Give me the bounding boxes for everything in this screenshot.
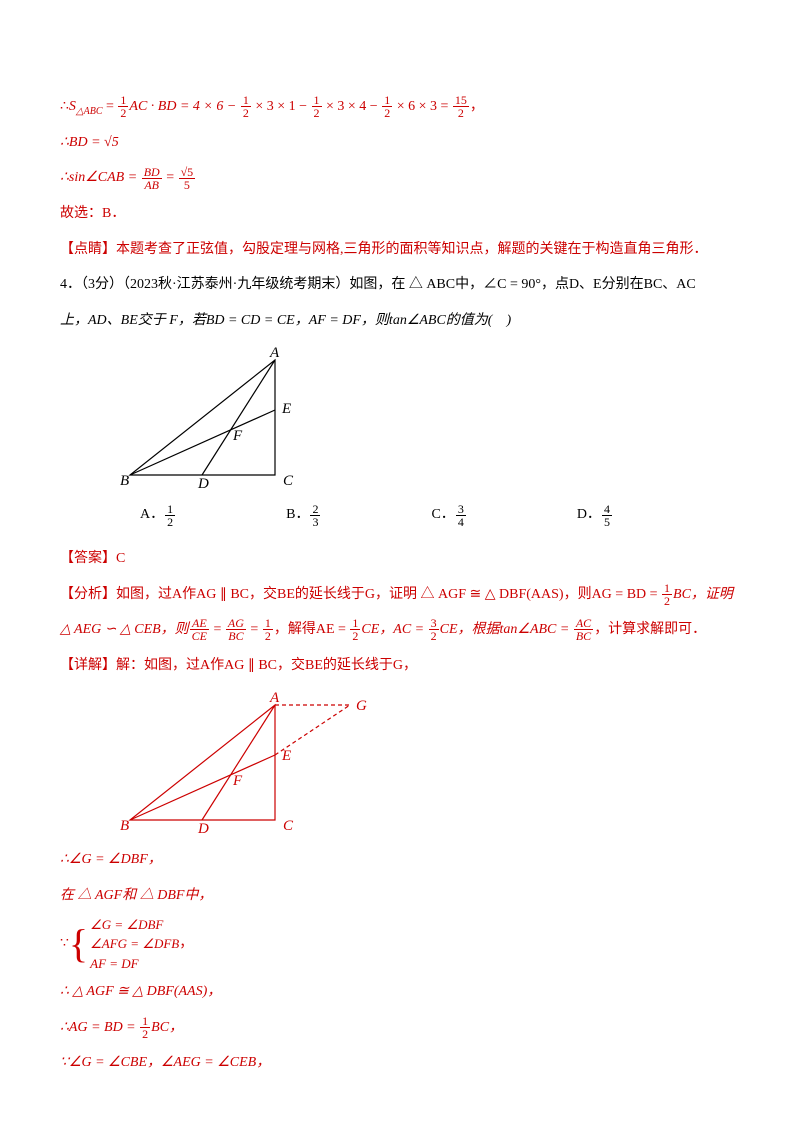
detail-3: ∴ △ AGF ≅ △ DBF(AAS)， [60, 975, 734, 1009]
eq-sin: ∴sin∠CAB = BDAB = √55 [60, 161, 734, 195]
svg-text:F: F [232, 773, 243, 789]
svg-text:B: B [120, 818, 129, 834]
question-4: 4．（3分）（2023秋·江苏泰州·九年级统考期末）如图，在 △ ABC中，∠C… [60, 268, 734, 302]
svg-text:E: E [281, 748, 291, 764]
answer-choice: 故选：B． [60, 197, 734, 231]
svg-text:C: C [283, 818, 294, 834]
figure-triangle-1: A B C D E F [120, 345, 310, 490]
detail-1: ∴∠G = ∠DBF， [60, 843, 734, 877]
svg-text:A: A [269, 690, 280, 706]
svg-text:A: A [269, 345, 280, 361]
answer-label: 【答案】C [60, 542, 734, 576]
svg-text:C: C [283, 473, 294, 489]
detail-4: ∴AG = BD = 12BC， [60, 1011, 734, 1045]
question-4-cont: 上，AD、BE交于 F，若BD = CD = CE，AF = DF，则tan∠A… [60, 304, 734, 338]
detail-5: ∵∠G = ∠CBE，∠AEG = ∠CEB， [60, 1046, 734, 1080]
svg-text:G: G [356, 698, 367, 714]
analysis-2: △ AEG ∽ △ CEB，则AECE = AGBC = 12，解得AE = 1… [60, 613, 734, 647]
brace-system: ∵ { ∠G = ∠DBF ∠AFG = ∠DFB AF = DF ， [60, 915, 734, 974]
detail-intro: 【详解】解：如图，过A作AG ∥ BC，交BE的延长线于G， [60, 649, 734, 683]
eq-bd: ∴BD = √5 [60, 126, 734, 160]
figure-triangle-2: A B C D E F G [120, 690, 380, 835]
eq-area: ∴S△ABC = 12AC · BD = 4 × 6 − 12 × 3 × 1 … [60, 90, 734, 124]
svg-text:E: E [281, 401, 291, 417]
detail-2: 在 △ AGF和 △ DBF中， [60, 879, 734, 913]
svg-text:D: D [197, 821, 209, 835]
svg-text:F: F [232, 428, 243, 444]
answer-options: A．12 B．23 C．34 D．45 [140, 498, 734, 532]
svg-text:D: D [197, 476, 209, 490]
svg-text:B: B [120, 473, 129, 489]
dianqing: 【点睛】本题考查了正弦值，勾股定理与网格,三角形的面积等知识点，解题的关键在于构… [60, 233, 734, 267]
analysis-1: 【分析】如图，过A作AG ∥ BC，交BE的延长线于G，证明 △ AGF ≅ △… [60, 578, 734, 612]
